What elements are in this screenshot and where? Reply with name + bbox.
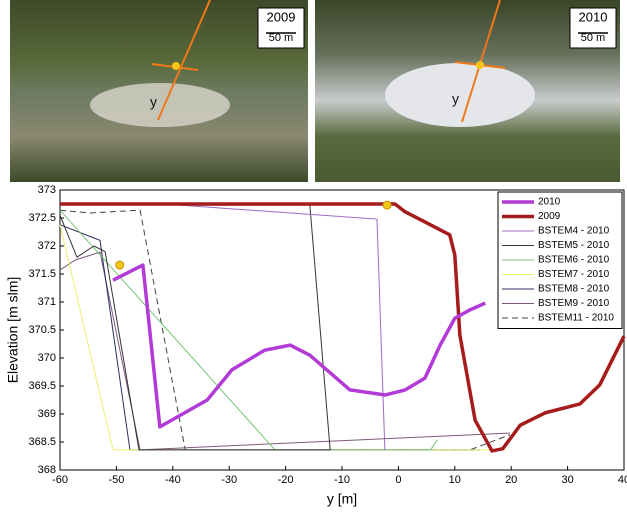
- legend-label: BSTEM5 - 2010: [538, 240, 610, 251]
- y-tick-label: 370: [38, 352, 56, 364]
- photo-axis-label: y: [150, 94, 157, 110]
- y-axis-label: Elevation [m slm]: [5, 277, 21, 384]
- y-tick-label: 371.5: [28, 268, 56, 280]
- y-tick-label: 371: [38, 296, 56, 308]
- marker: [382, 200, 392, 210]
- x-tick-label: 40: [618, 474, 627, 486]
- y-tick-label: 368.5: [28, 436, 56, 448]
- x-tick-label: -20: [278, 474, 294, 486]
- legend-label: 2009: [538, 211, 561, 222]
- y-tick-label: 372.5: [28, 212, 56, 224]
- x-axis-label: y [m]: [327, 491, 357, 507]
- x-tick-label: 30: [561, 474, 573, 486]
- legend-label: BSTEM7 - 2010: [538, 269, 610, 280]
- photo-2009: y 2009 50 m: [10, 0, 308, 182]
- series-line: [59, 209, 438, 451]
- photo-year: 2010: [579, 9, 608, 24]
- series-line: [60, 202, 626, 453]
- legend-label: BSTEM8 - 2010: [538, 284, 610, 295]
- series-line: [59, 209, 511, 451]
- x-tick-label: -60: [52, 474, 68, 486]
- photo-2010: y 2010 50 m: [315, 0, 620, 182]
- x-tick-label: -30: [221, 474, 237, 486]
- x-tick-label: 0: [395, 474, 401, 486]
- x-tick-label: -10: [334, 474, 350, 486]
- legend-label: BSTEM9 - 2010: [538, 298, 610, 309]
- y-tick-label: 369.5: [28, 380, 56, 392]
- y-tick-label: 372: [38, 240, 56, 252]
- y-tick-label: 370.5: [28, 324, 56, 336]
- series-line: [59, 204, 331, 451]
- y-tick-label: 369: [38, 408, 56, 420]
- photo-axis-label: y: [452, 91, 459, 107]
- legend-label: 2010: [538, 197, 561, 208]
- scale-label: 50 m: [581, 32, 605, 44]
- series-line: [59, 251, 511, 451]
- marker: [115, 260, 125, 270]
- legend-label: BSTEM11 - 2010: [538, 313, 614, 324]
- y-tick-label: 373: [38, 184, 56, 196]
- legend-label: BSTEM4 - 2010: [538, 226, 610, 237]
- series-line: [112, 263, 486, 429]
- legend-label: BSTEM6 - 2010: [538, 255, 610, 266]
- scale-label: 50 m: [269, 32, 293, 44]
- series-line: [180, 204, 386, 450]
- x-tick-label: 10: [449, 474, 461, 486]
- photo-year: 2009: [267, 9, 296, 24]
- x-tick-label: -40: [165, 474, 181, 486]
- y-tick-label: 368: [38, 464, 56, 476]
- x-tick-label: 20: [505, 474, 517, 486]
- x-tick-label: -50: [108, 474, 124, 486]
